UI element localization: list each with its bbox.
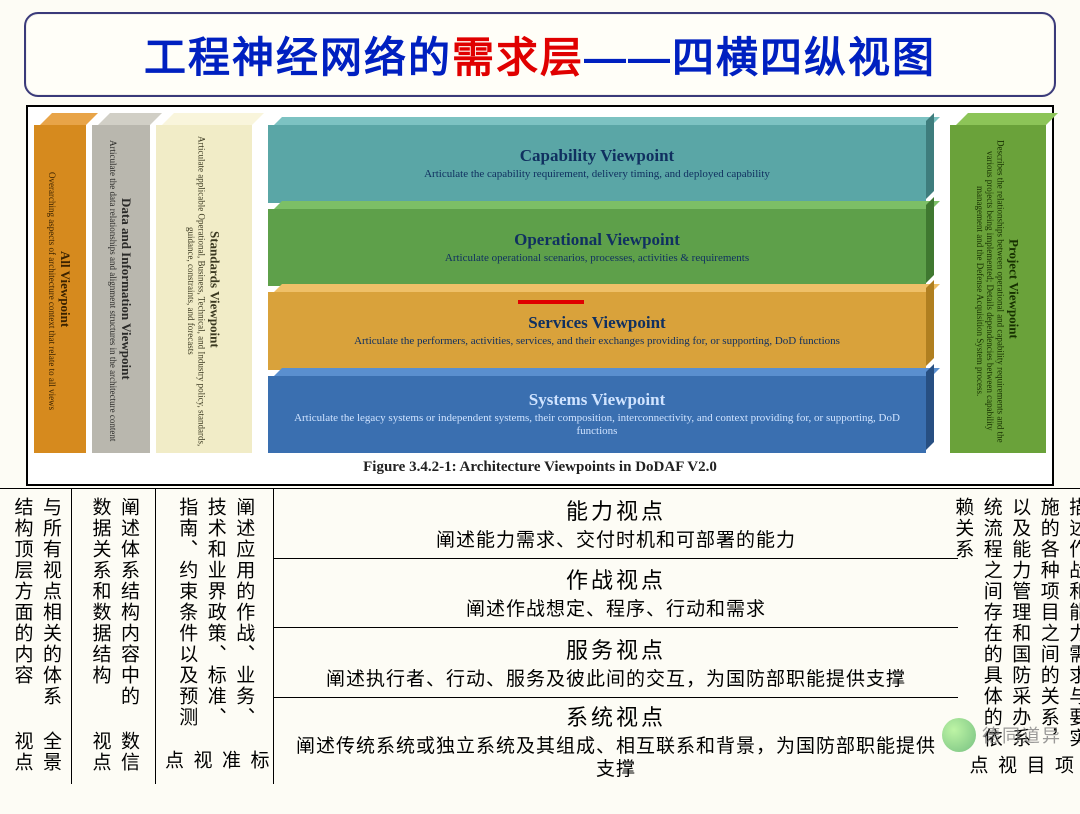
cn-capability-desc: 阐述能力需求、交付时机和可部署的能力 bbox=[436, 529, 796, 553]
watermark-icon bbox=[942, 718, 976, 752]
cn-col-all: 与所有视点相关的体系结构顶层方面的内容 全景视点 bbox=[0, 489, 72, 784]
cn-row-services: 服务视点 阐述执行者、行动、服务及彼此间的交互，为国防部职能提供支撑 bbox=[274, 628, 958, 698]
pillar-standards-title: Standards Viewpoint bbox=[206, 131, 222, 447]
cn-row-capability: 能力视点 阐述能力需求、交付时机和可部署的能力 bbox=[274, 489, 958, 559]
pillar-data-title: Data and Information Viewpoint bbox=[118, 136, 134, 441]
pillar-all-desc: Overarching aspects of architecture cont… bbox=[47, 172, 57, 410]
cn-data-title: 数信视点 bbox=[85, 727, 142, 776]
red-underline bbox=[518, 300, 584, 304]
services-desc: Articulate the performers, activities, s… bbox=[354, 335, 840, 348]
pillar-all-title: All Viewpoint bbox=[57, 168, 73, 410]
cn-systems-title: 系统视点 bbox=[566, 700, 666, 732]
block-capability-viewpoint: Capability Viewpoint Articulate the capa… bbox=[268, 125, 926, 203]
cn-col-standards: 阐述应用的作战、业务、技术和业界政策、标准、指南、约束条件以及预测 标准视点 bbox=[156, 489, 274, 784]
dodaf-diagram: All Viewpoint Overarching aspects of arc… bbox=[26, 105, 1054, 486]
watermark: 德同道异 bbox=[942, 718, 1062, 752]
operational-title: Operational Viewpoint bbox=[514, 230, 680, 250]
capability-title: Capability Viewpoint bbox=[520, 146, 674, 166]
services-title: Services Viewpoint bbox=[528, 313, 665, 333]
cn-operational-title: 作战视点 bbox=[566, 563, 666, 595]
cn-services-desc: 阐述执行者、行动、服务及彼此间的交互，为国防部职能提供支撑 bbox=[326, 668, 906, 692]
page-title-box: 工程神经网络的需求层——四横四纵视图 bbox=[24, 12, 1056, 97]
cn-row-systems: 系统视点 阐述传统系统或独立系统及其组成、相互联系和背景，为国防部职能提供支撑 bbox=[274, 698, 958, 785]
cn-standards-desc: 阐述应用的作战、业务、技术和业界政策、标准、指南、约束条件以及预测 bbox=[172, 497, 258, 746]
cn-center-rows: 能力视点 阐述能力需求、交付时机和可部署的能力 作战视点 阐述作战想定、程序、行… bbox=[274, 489, 958, 784]
pillar-all-viewpoint: All Viewpoint Overarching aspects of arc… bbox=[34, 113, 86, 453]
cn-project-title: 项目视点 bbox=[962, 755, 1076, 776]
chinese-translation-table: 与所有视点相关的体系结构顶层方面的内容 全景视点 阐述体系结构内容中的数据关系和… bbox=[0, 488, 1080, 784]
pillar-project-desc: Describes the relationships between oper… bbox=[974, 135, 1005, 447]
cn-all-title: 全景视点 bbox=[7, 727, 64, 776]
systems-title: Systems Viewpoint bbox=[529, 390, 665, 410]
pillar-standards-desc: Articulate applicable Operational, Busin… bbox=[186, 135, 207, 447]
pillar-project-viewpoint: Project Viewpoint Describes the relation… bbox=[950, 113, 1046, 453]
block-operational-viewpoint: Operational Viewpoint Articulate operati… bbox=[268, 209, 926, 287]
systems-desc: Articulate the legacy systems or indepen… bbox=[286, 412, 908, 438]
title-part3: ——四横四纵视图 bbox=[584, 34, 936, 81]
cn-all-desc: 与所有视点相关的体系结构顶层方面的内容 bbox=[7, 497, 64, 727]
cn-services-title: 服务视点 bbox=[566, 633, 666, 665]
pillar-standards-viewpoint: Standards Viewpoint Articulate applicabl… bbox=[156, 113, 252, 453]
cn-capability-title: 能力视点 bbox=[566, 494, 666, 526]
cn-systems-desc: 阐述传统系统或独立系统及其组成、相互联系和背景，为国防部职能提供支撑 bbox=[288, 735, 944, 783]
cn-col-data: 阐述体系结构内容中的数据关系和数据结构 数信视点 bbox=[72, 489, 156, 784]
block-systems-viewpoint: Systems Viewpoint Articulate the legacy … bbox=[268, 376, 926, 454]
cn-standards-title: 标准视点 bbox=[158, 746, 272, 776]
capability-desc: Articulate the capability requirement, d… bbox=[424, 168, 770, 181]
cn-row-operational: 作战视点 阐述作战想定、程序、行动和需求 bbox=[274, 559, 958, 629]
watermark-text: 德同道异 bbox=[982, 722, 1062, 748]
operational-desc: Articulate operational scenarios, proces… bbox=[445, 252, 749, 265]
pillar-data-viewpoint: Data and Information Viewpoint Articulat… bbox=[92, 113, 150, 453]
cn-data-desc: 阐述体系结构内容中的数据关系和数据结构 bbox=[85, 497, 142, 727]
title-part1: 工程神经网络的 bbox=[144, 34, 452, 81]
block-services-viewpoint: Services Viewpoint Articulate the perfor… bbox=[268, 292, 926, 370]
cn-project-desc: 描述作战和能力需求与要实施的各种项目之间的关系，以及能力管理和国防采办系统流程之… bbox=[948, 497, 1080, 755]
figure-caption: Figure 3.4.2-1: Architecture Viewpoints … bbox=[34, 453, 1046, 478]
cn-operational-desc: 阐述作战想定、程序、行动和需求 bbox=[466, 598, 766, 622]
center-viewpoint-stack: Capability Viewpoint Articulate the capa… bbox=[268, 125, 926, 453]
pillar-data-desc: Articulate the data relationships and al… bbox=[108, 140, 118, 441]
pillar-project-title: Project Viewpoint bbox=[1006, 131, 1022, 447]
title-part2: 需求层 bbox=[452, 34, 584, 81]
